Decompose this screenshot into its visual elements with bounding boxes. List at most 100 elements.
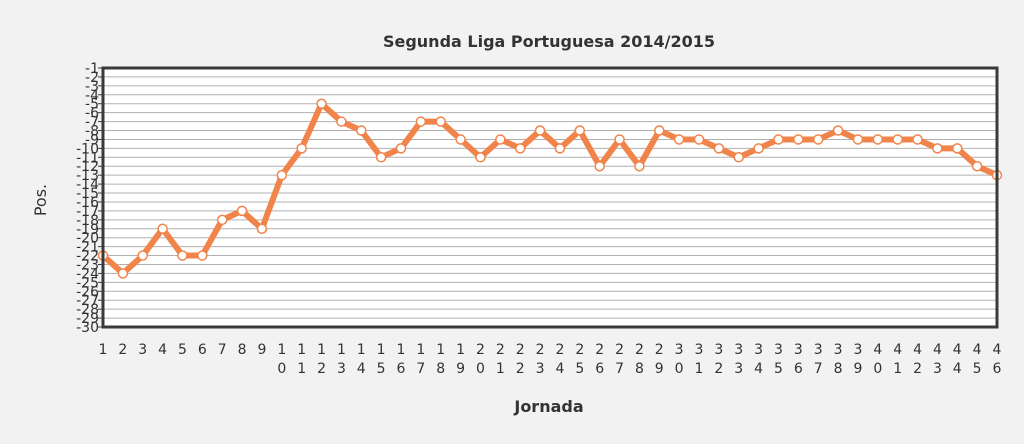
data-point [654, 125, 665, 136]
x-tick-label: 3 [774, 342, 783, 358]
x-tick-label: 0 [675, 361, 684, 377]
x-tick-label: 1 [416, 342, 425, 358]
x-tick-label: 2 [595, 342, 604, 358]
data-point [872, 134, 884, 145]
data-point [793, 134, 804, 145]
data-point [216, 214, 228, 226]
data-point [316, 98, 327, 109]
x-tick-label: 9 [257, 342, 266, 358]
data-point [733, 152, 744, 163]
data-point [952, 143, 963, 154]
x-tick-label: 2 [655, 342, 664, 358]
x-tick-label: 6 [595, 361, 604, 377]
x-tick-label: 8 [238, 342, 247, 358]
x-tick-label: 3 [814, 342, 823, 358]
x-tick-label: 6 [993, 361, 1002, 377]
y-tick-label: -2 [85, 70, 99, 86]
x-tick-label: 1 [377, 342, 386, 358]
y-axis-ticks: -1-2-3-4-5-6-7-8-9-10-11-12-13-14-15-16-… [76, 61, 103, 336]
data-point [614, 134, 625, 145]
data-point [375, 152, 387, 163]
x-tick-label: 3 [794, 342, 803, 358]
y-tick-label: -6 [85, 106, 99, 122]
data-point [693, 134, 705, 145]
x-tick-label: 1 [337, 342, 346, 358]
y-tick-label: -8 [85, 124, 99, 140]
y-tick-label: -10 [76, 141, 99, 157]
data-point [117, 268, 129, 279]
data-point [832, 125, 844, 136]
x-tick-label: 1 [297, 361, 306, 377]
data-point [475, 152, 486, 163]
data-point [514, 143, 526, 154]
x-tick-label: 2 [913, 361, 922, 377]
y-tick-label: -21 [76, 240, 99, 256]
data-point [356, 125, 367, 136]
x-tick-label: 3 [695, 342, 704, 358]
data-point [197, 250, 208, 261]
data-point [157, 223, 168, 235]
data-point [534, 125, 546, 136]
x-tick-label: 2 [317, 361, 326, 377]
x-tick-label: 3 [337, 361, 346, 377]
x-tick-label: 5 [178, 342, 187, 358]
x-tick-label: 4 [913, 342, 922, 358]
x-tick-label: 2 [516, 342, 525, 358]
plot-area [103, 68, 997, 327]
x-tick-label: 2 [714, 361, 723, 377]
chart-title: Segunda Liga Portuguesa 2014/2015 [383, 32, 715, 51]
x-tick-label: 3 [734, 361, 743, 377]
x-tick-label: 2 [575, 342, 584, 358]
x-tick-label: 4 [555, 361, 564, 377]
y-tick-label: -7 [85, 115, 99, 131]
data-point [892, 134, 903, 145]
x-tick-label: 1 [436, 342, 445, 358]
x-tick-label: 1 [357, 342, 366, 358]
x-tick-label: 2 [555, 342, 564, 358]
y-tick-label: -14 [76, 177, 99, 193]
series-layer [97, 98, 1003, 279]
y-tick-label: -23 [76, 257, 99, 273]
y-tick-label: -28 [76, 302, 99, 318]
x-tick-label: 2 [536, 342, 545, 358]
data-point [435, 116, 446, 127]
data-point [594, 160, 605, 172]
x-tick-label: 1 [496, 361, 505, 377]
x-tick-label: 4 [953, 361, 962, 377]
data-point [495, 134, 506, 145]
x-tick-label: 3 [734, 342, 743, 358]
x-tick-label: 3 [536, 361, 545, 377]
y-tick-label: -13 [76, 168, 99, 184]
x-tick-label: 8 [834, 361, 843, 377]
x-tick-label: 3 [853, 342, 862, 358]
y-tick-label: -22 [76, 249, 99, 265]
x-tick-label: 6 [397, 361, 406, 377]
x-tick-label: 1 [397, 342, 406, 358]
x-axis-ticks: 1 2 3 4 5 6 7 8 9 1011121314151617181920212223242… [99, 342, 1002, 377]
series-line [100, 100, 1000, 277]
x-tick-label: 9 [655, 361, 664, 377]
y-tick-label: -18 [76, 213, 99, 229]
data-point [773, 134, 784, 145]
data-point [574, 125, 586, 136]
x-tick-label: 3 [754, 342, 763, 358]
data-point [852, 134, 864, 145]
x-tick-label: 2 [615, 342, 624, 358]
y-tick-label: -3 [85, 79, 99, 95]
x-tick-label: 4 [893, 342, 902, 358]
x-tick-label: 3 [714, 342, 723, 358]
y-tick-label: -5 [85, 97, 99, 113]
data-point [912, 134, 923, 145]
x-tick-label: 7 [218, 342, 227, 358]
x-tick-label: 5 [377, 361, 386, 377]
x-tick-label: 1 [695, 361, 704, 377]
y-tick-label: -27 [76, 293, 99, 309]
x-tick-label: 6 [794, 361, 803, 377]
x-tick-label: 9 [853, 361, 862, 377]
x-tick-label: 3 [138, 342, 147, 358]
y-tick-label: -26 [76, 284, 99, 300]
x-tick-label: 4 [754, 361, 763, 377]
x-tick-label: 2 [476, 342, 485, 358]
data-point [932, 143, 943, 154]
x-tick-label: 3 [933, 361, 942, 377]
